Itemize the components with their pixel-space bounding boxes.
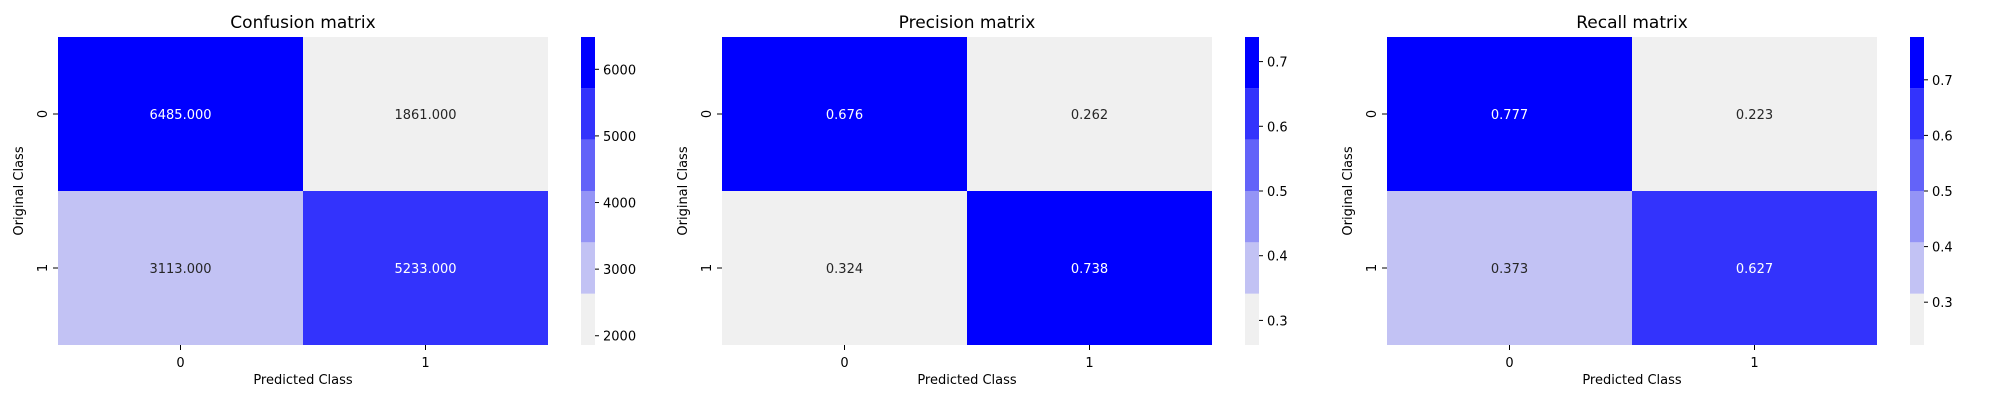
heatmap-panel-2: Precision matrix 0.676 0.262 0.324 0.738 0 1 Pr… (676, 13, 1288, 388)
cell-value-label: 0.262 (1071, 108, 1108, 123)
colorbar-tick-label: 0.6 (1932, 129, 1953, 144)
heatmap-cell-r0-c0 (58, 37, 303, 191)
y-tick-label: 0 (1365, 110, 1380, 118)
heatmap-cell-r1-c1 (967, 191, 1212, 345)
y-tick-label: 0 (36, 110, 51, 118)
colorbar-segment (1245, 242, 1259, 294)
colorbar-segment (581, 293, 595, 345)
cell-value-label: 0.676 (826, 108, 863, 123)
colorbar-tick-label: 0.5 (1267, 185, 1288, 200)
colorbar: 2000 3000 4000 5000 6000 (581, 37, 636, 345)
colorbar-tick-label: 0.3 (1932, 296, 1953, 311)
colorbar-tick-label: 0.5 (1932, 185, 1953, 200)
x-tick-label: 0 (176, 356, 184, 371)
colorbar-segment (1910, 37, 1924, 89)
cell-value-label: 0.373 (1491, 262, 1528, 277)
heatmap-panel-1: Confusion matrix 6485.000 1861.000 3113.000… (12, 13, 636, 388)
x-tick-label: 0 (1505, 356, 1513, 371)
x-axis-label: Predicted Class (1582, 373, 1682, 388)
y-tick-label: 1 (700, 264, 715, 272)
x-axis-label: Predicted Class (253, 373, 353, 388)
colorbar-tick-label: 4000 (603, 197, 636, 212)
colorbar-tick-label: 0.6 (1267, 120, 1288, 135)
y-tick-label: 0 (700, 110, 715, 118)
heatmap-cell-r0-c1 (1632, 37, 1877, 191)
cell-value-label: 3113.000 (149, 262, 211, 277)
colorbar: 0.3 0.4 0.5 0.6 0.7 (1245, 37, 1288, 345)
colorbar-tick-label: 6000 (603, 63, 636, 78)
colorbar-segment (1910, 88, 1924, 140)
cell-value-label: 1861.000 (394, 108, 456, 123)
colorbar-tick-label: 0.3 (1267, 314, 1288, 329)
x-tick-label: 1 (421, 356, 429, 371)
colorbar-tick-label: 0.4 (1267, 250, 1288, 265)
colorbar-segment (1910, 139, 1924, 191)
cell-value-label: 0.738 (1071, 262, 1108, 277)
y-tick-label: 1 (36, 264, 51, 272)
heatmap-cell-r1-c1 (303, 191, 548, 345)
colorbar-tick-label: 5000 (603, 130, 636, 145)
colorbar-segment (1245, 37, 1259, 89)
colorbar-tick-label: 2000 (603, 330, 636, 345)
heatmap-cell-r1-c1 (1632, 191, 1877, 345)
y-axis-label: Original Class (676, 146, 691, 235)
x-tick-label: 0 (840, 356, 848, 371)
colorbar-tick-label: 3000 (603, 263, 636, 278)
cell-value-label: 0.223 (1736, 108, 1773, 123)
colorbar-segment (1910, 242, 1924, 294)
heatmap-cell-r0-c1 (303, 37, 548, 191)
colorbar-segment (1245, 191, 1259, 243)
heatmap-cell-r1-c0 (1387, 191, 1632, 345)
colorbar-segment (581, 139, 595, 191)
y-axis-label: Original Class (12, 146, 27, 235)
cell-value-label: 5233.000 (394, 262, 456, 277)
colorbar-tick-label: 0.7 (1932, 74, 1953, 89)
colorbar-segment (1910, 293, 1924, 345)
chart-title: Precision matrix (899, 13, 1036, 33)
cell-value-label: 0.324 (826, 262, 863, 277)
x-axis-label: Predicted Class (917, 373, 1017, 388)
y-tick-label: 1 (1365, 264, 1380, 272)
colorbar: 0.3 0.4 0.5 0.6 0.7 (1910, 37, 1953, 345)
colorbar-tick-label: 0.7 (1267, 56, 1288, 71)
colorbar-segment (1910, 191, 1924, 243)
colorbar-segment (1245, 293, 1259, 345)
heatmap-cell-r1-c0 (722, 191, 967, 345)
heatmap-cell-r1-c0 (58, 191, 303, 345)
colorbar-segment (1245, 88, 1259, 140)
colorbar-segment (581, 191, 595, 243)
heatmap-cell-r0-c0 (722, 37, 967, 191)
chart-title: Confusion matrix (230, 13, 375, 33)
colorbar-segment (581, 37, 595, 89)
cell-value-label: 0.627 (1736, 262, 1773, 277)
heatmap-cell-r0-c0 (1387, 37, 1632, 191)
cell-value-label: 0.777 (1491, 108, 1528, 123)
heatmap-panel-3: Recall matrix 0.777 0.223 0.373 0.627 0 1 Predi… (1341, 13, 1953, 388)
chart-title: Recall matrix (1576, 13, 1688, 33)
colorbar-segment (581, 88, 595, 140)
colorbar-segment (1245, 139, 1259, 191)
y-axis-label: Original Class (1341, 146, 1356, 235)
x-tick-label: 1 (1085, 356, 1093, 371)
colorbar-segment (581, 242, 595, 294)
heatmap-cell-r0-c1 (967, 37, 1212, 191)
cell-value-label: 6485.000 (149, 108, 211, 123)
x-tick-label: 1 (1750, 356, 1758, 371)
colorbar-tick-label: 0.4 (1932, 241, 1953, 256)
